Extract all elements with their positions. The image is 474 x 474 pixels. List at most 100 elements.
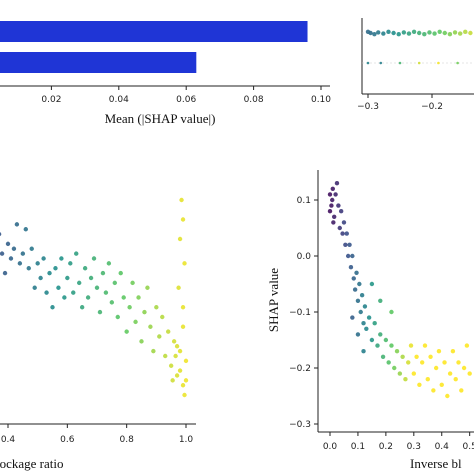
- right-scatter-point: [344, 231, 349, 236]
- right-y-tick-label: −0.2: [289, 364, 311, 374]
- right-scatter-point: [397, 371, 403, 376]
- left-scatter-point: [65, 275, 70, 281]
- left-scatter-point: [177, 236, 183, 242]
- right-scatter-point: [433, 365, 439, 371]
- left-scatter-point: [97, 309, 103, 315]
- right-scatter-point: [414, 354, 419, 359]
- beeswarm-point: [452, 30, 458, 35]
- right-y-ticks: 0.1 0.0 −0.1 −0.2 −0.3: [289, 196, 318, 430]
- right-scatter-point: [334, 181, 340, 186]
- right-scatter-point: [354, 270, 359, 275]
- left-x-tick-label: 0.8: [120, 435, 135, 445]
- beeswarm-point: [456, 61, 459, 65]
- right-scatter-point: [380, 354, 386, 359]
- left-scatter-point: [130, 280, 135, 286]
- beeswarm-point: [432, 31, 437, 36]
- right-scatter-point: [358, 309, 363, 315]
- bar-x-ticks: 0.02 0.04 0.06 0.08 0.10: [41, 86, 331, 105]
- bar-panel: 0.02 0.04 0.06 0.08 0.10 Mean (|SHAP value|): [0, 21, 331, 126]
- left-scatter-point: [180, 383, 186, 388]
- right-scatter-point: [333, 192, 338, 197]
- right-scatter-point: [378, 298, 383, 303]
- right-scatter-point: [348, 265, 354, 270]
- right-scatter-point: [400, 354, 405, 359]
- right-scatter-point: [362, 304, 368, 309]
- right-scatter-point: [331, 220, 336, 225]
- right-scatter-point: [461, 365, 467, 371]
- right-scatter-point: [403, 377, 408, 382]
- right-scatter-point: [406, 360, 411, 365]
- left-scatter-point: [163, 353, 168, 359]
- right-scatter-point: [364, 326, 369, 331]
- beeswarm-x-ticks: −0.3 −0.2: [357, 94, 443, 112]
- left-scatter-point: [41, 256, 46, 261]
- left-scatter-point: [5, 241, 11, 247]
- right-y-tick-label: 0.0: [297, 252, 312, 262]
- right-scatter-point: [355, 298, 361, 303]
- right-scatter-point: [439, 382, 444, 387]
- left-scatter-point: [17, 261, 23, 266]
- left-scatter-point: [109, 300, 115, 305]
- left-scatter-point: [0, 251, 5, 256]
- left-scatter-point: [82, 266, 88, 271]
- right-scatter-point: [361, 321, 366, 326]
- beeswarm-point: [417, 61, 421, 65]
- left-scatter-point: [171, 339, 177, 344]
- right-x-tick-label: 0.1: [351, 442, 365, 452]
- left-scatter-points: [0, 197, 189, 398]
- right-x-tick-label: 0.3: [407, 442, 421, 452]
- left-scatter-point: [91, 256, 97, 261]
- right-scatter-point: [369, 337, 375, 343]
- right-scatter-point: [327, 209, 333, 214]
- right-scatter-point: [327, 192, 333, 197]
- left-scatter-point: [85, 295, 91, 300]
- left-scatter-point: [182, 261, 187, 266]
- left-scatter-point: [47, 270, 52, 276]
- beeswarm-point: [386, 29, 391, 34]
- left-scatter-point: [103, 290, 109, 295]
- beeswarm-x-tick-label: −0.2: [421, 102, 443, 112]
- right-scatter-point: [347, 242, 352, 247]
- left-scatter-point: [38, 275, 43, 281]
- left-scatter-point: [180, 324, 186, 329]
- right-scatter-point: [357, 281, 362, 287]
- right-x-tick-label: 0.2: [379, 442, 393, 452]
- bar-x-tick-label: 0.06: [176, 95, 196, 105]
- left-scatter-point: [183, 378, 189, 383]
- left-scatter-point: [106, 261, 112, 266]
- right-scatter-point: [450, 349, 456, 354]
- beeswarm-point: [417, 30, 422, 36]
- right-scatter-point: [345, 253, 351, 259]
- right-scatter-point: [351, 276, 356, 281]
- right-scatter-point: [419, 360, 425, 365]
- right-y-tick-label: 0.1: [297, 196, 311, 206]
- left-scatter-point: [2, 270, 8, 276]
- left-scatter-point: [53, 266, 58, 271]
- left-scatter-point: [166, 329, 171, 334]
- left-scatter-point: [170, 378, 175, 383]
- beeswarm-point: [463, 29, 468, 34]
- right-scatter-point: [336, 203, 341, 208]
- right-scatter-point: [359, 293, 365, 298]
- beeswarm-point: [447, 32, 453, 37]
- left-scatter-point: [179, 197, 184, 203]
- beeswarm-panel: −0.3 −0.2: [357, 18, 474, 112]
- left-x-tick-label: 0.4: [1, 435, 16, 445]
- right-scatter-point: [411, 371, 417, 376]
- left-scatter-point: [44, 290, 49, 295]
- left-scatter-point: [77, 280, 82, 286]
- bar-0: [0, 21, 308, 42]
- left-scatter-point: [148, 324, 153, 329]
- left-scatter-point: [176, 285, 181, 290]
- dependence-right-panel: 0.0 0.1 0.2 0.3 0.4 0.5 0.1 0.0 −0.1 −0.2 −0.3 In…: [266, 170, 474, 471]
- right-scatter-point: [389, 309, 394, 315]
- left-scatter-point: [183, 358, 189, 364]
- beeswarm-point: [381, 31, 386, 36]
- bar-x-tick-label: 0.08: [244, 95, 264, 105]
- left-scatter-point: [182, 392, 187, 398]
- left-scatter-point: [160, 314, 165, 320]
- left-scatter-point: [8, 256, 14, 261]
- beeswarm-point: [457, 31, 463, 36]
- left-scatter-point: [56, 285, 61, 290]
